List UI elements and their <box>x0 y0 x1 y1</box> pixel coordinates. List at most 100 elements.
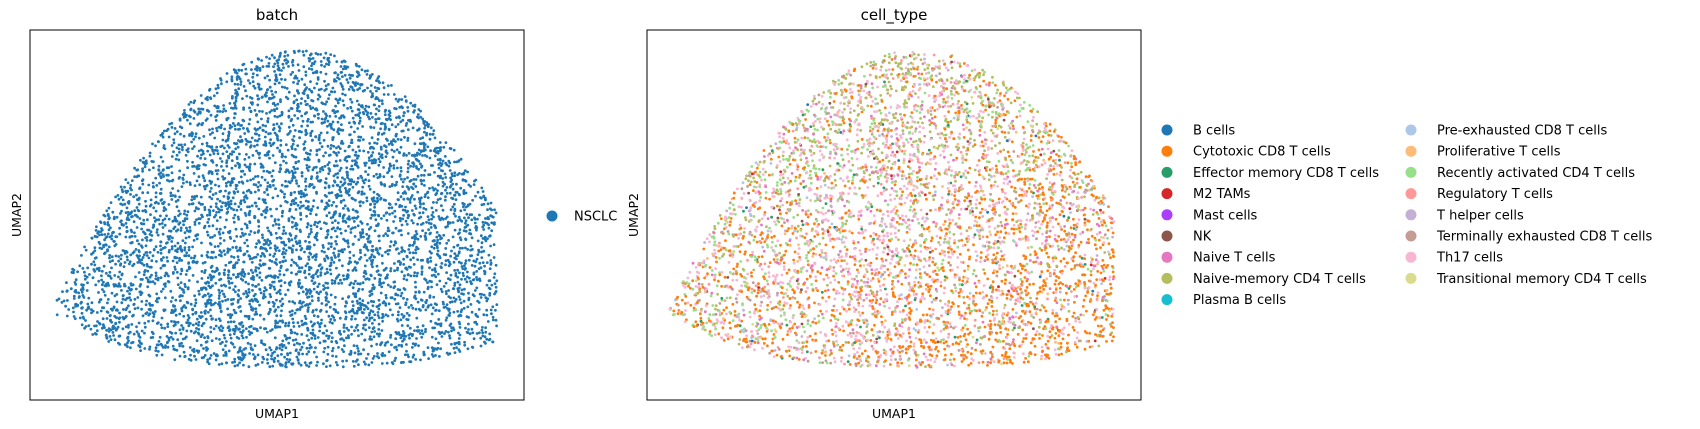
data-point <box>390 343 393 347</box>
data-point <box>490 312 493 316</box>
data-point <box>177 209 181 213</box>
data-point <box>297 283 300 286</box>
data-point <box>167 135 171 139</box>
data-point <box>395 180 399 184</box>
data-point <box>364 178 367 182</box>
data-point <box>377 298 381 302</box>
data-point <box>186 210 190 214</box>
data-point <box>199 311 203 314</box>
data-point <box>168 330 172 334</box>
data-point <box>227 280 231 283</box>
data-point <box>216 244 220 248</box>
data-point <box>221 348 225 351</box>
data-point <box>269 348 273 352</box>
data-point <box>260 361 264 364</box>
data-point <box>324 205 328 209</box>
data-point <box>289 129 292 133</box>
data-point <box>381 102 384 106</box>
data-point <box>278 269 282 273</box>
data-point <box>356 261 359 264</box>
data-point <box>179 299 182 303</box>
data-point <box>325 87 328 91</box>
data-point <box>403 353 407 357</box>
data-point <box>232 239 236 243</box>
data-point <box>290 107 294 110</box>
data-point <box>182 350 186 354</box>
data-point <box>142 230 145 234</box>
data-point <box>235 184 239 187</box>
data-point <box>224 299 228 302</box>
data-point <box>228 286 232 290</box>
data-point <box>406 136 410 140</box>
data-point <box>306 169 310 172</box>
data-point <box>280 69 283 72</box>
data-point <box>263 254 267 258</box>
data-point <box>438 279 442 283</box>
data-point <box>300 319 304 323</box>
data-point <box>469 248 472 252</box>
data-point <box>334 115 338 118</box>
data-point <box>361 281 365 285</box>
data-point <box>253 327 257 331</box>
data-point <box>209 113 213 117</box>
data-point <box>171 187 175 190</box>
data-point <box>157 169 161 172</box>
data-point <box>415 245 418 249</box>
data-point <box>234 164 237 168</box>
data-point <box>353 163 357 167</box>
data-point <box>337 145 340 149</box>
data-point <box>194 135 197 139</box>
data-point <box>357 65 361 68</box>
data-point <box>277 81 281 85</box>
data-point <box>101 323 105 327</box>
data-point <box>453 281 457 285</box>
data-point <box>458 326 462 329</box>
data-point <box>377 334 381 338</box>
data-point <box>128 296 131 299</box>
data-point <box>140 227 144 231</box>
data-point <box>325 271 329 274</box>
data-point <box>362 360 366 364</box>
data-point <box>448 278 452 281</box>
data-point <box>220 284 223 287</box>
data-point <box>112 306 116 310</box>
data-point <box>200 356 204 360</box>
data-point <box>281 62 285 66</box>
data-point <box>300 333 304 336</box>
data-point <box>348 283 352 287</box>
data-point <box>234 261 238 265</box>
data-point <box>342 237 345 241</box>
data-point <box>319 167 322 171</box>
data-point <box>470 310 474 314</box>
data-point <box>358 116 362 120</box>
data-point <box>473 264 477 268</box>
data-point <box>439 322 443 326</box>
data-point <box>217 297 221 300</box>
data-point <box>336 363 339 367</box>
data-point <box>406 170 410 174</box>
data-point <box>110 237 114 241</box>
data-point <box>215 91 219 95</box>
data-point <box>377 80 381 83</box>
data-point <box>387 206 391 210</box>
data-point <box>254 292 257 296</box>
data-point <box>202 347 205 350</box>
data-point <box>169 191 173 195</box>
data-point <box>437 234 441 237</box>
data-point <box>431 239 435 243</box>
data-point <box>178 125 182 129</box>
data-point <box>413 296 416 299</box>
data-point <box>249 191 253 195</box>
data-point <box>173 256 177 260</box>
data-point <box>479 336 483 340</box>
data-point <box>203 157 207 161</box>
data-point <box>250 308 253 311</box>
data-point <box>276 64 280 68</box>
data-point <box>308 53 312 57</box>
data-point <box>193 195 197 198</box>
data-point <box>231 122 235 125</box>
data-point <box>367 156 371 160</box>
data-point <box>188 226 192 229</box>
data-point <box>495 324 498 328</box>
data-point <box>379 147 383 151</box>
